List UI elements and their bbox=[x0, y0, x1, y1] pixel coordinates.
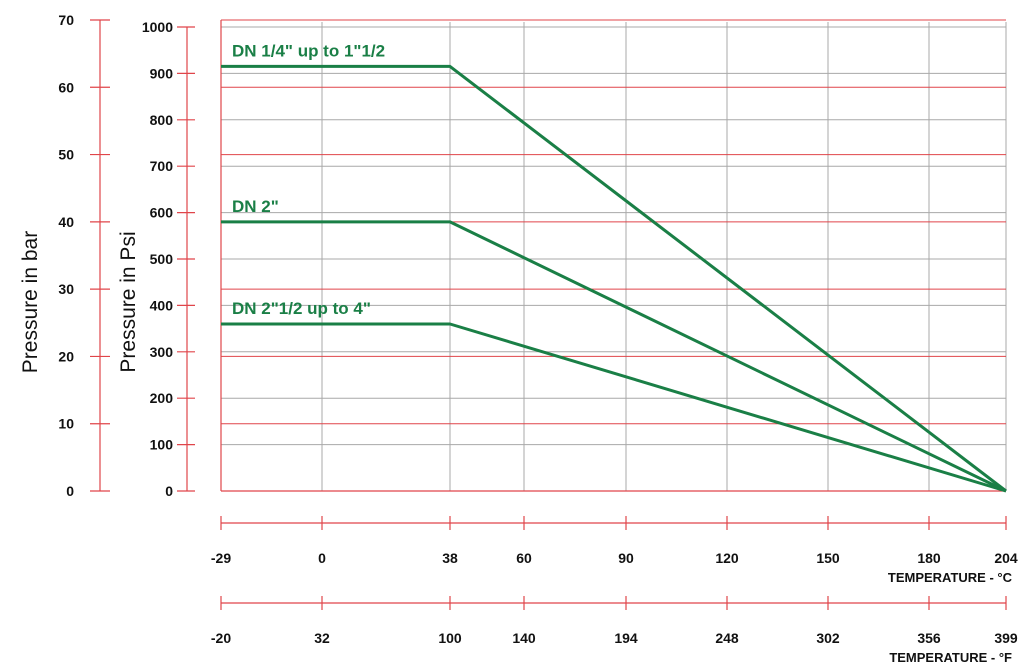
x-axis-celsius-title: TEMPERATURE - °C bbox=[888, 570, 1013, 585]
psi-tick-label: 900 bbox=[150, 65, 174, 81]
series-line bbox=[221, 220, 1007, 493]
series-lines bbox=[221, 64, 1007, 493]
fahrenheit-tick-label: 140 bbox=[512, 630, 536, 646]
fahrenheit-tick-label: -20 bbox=[211, 630, 231, 646]
series-label: DN 1/4" up to 1"1/2 bbox=[232, 41, 385, 60]
bar-tick-label: 70 bbox=[58, 12, 74, 28]
fahrenheit-tick-label: 194 bbox=[614, 630, 638, 646]
psi-tick-label: 800 bbox=[150, 112, 174, 128]
series-line bbox=[221, 64, 1007, 493]
celsius-tick-label: 150 bbox=[816, 550, 840, 566]
celsius-tick-label: -29 bbox=[211, 550, 231, 566]
bar-tick-label: 0 bbox=[66, 483, 74, 499]
psi-tick-label: 1000 bbox=[142, 19, 173, 35]
celsius-tick-label: 0 bbox=[318, 550, 326, 566]
fahrenheit-tick-label: 302 bbox=[816, 630, 840, 646]
psi-tick-label: 500 bbox=[150, 251, 174, 267]
fahrenheit-tick-label: 248 bbox=[715, 630, 739, 646]
grid bbox=[220, 19, 1007, 492]
y-axis-psi-title: Pressure in Psi bbox=[117, 231, 140, 372]
psi-tick-label: 0 bbox=[165, 483, 173, 499]
x-axis-fahrenheit-title: TEMPERATURE - °F bbox=[889, 650, 1012, 665]
celsius-tick-label: 60 bbox=[516, 550, 532, 566]
series-label: DN 2"1/2 up to 4" bbox=[232, 299, 371, 318]
bar-tick-label: 60 bbox=[58, 79, 74, 95]
fahrenheit-tick-label: 32 bbox=[314, 630, 330, 646]
celsius-tick-label: 204 bbox=[994, 550, 1018, 566]
fahrenheit-tick-label: 356 bbox=[917, 630, 941, 646]
bar-tick-label: 20 bbox=[58, 348, 74, 364]
bar-tick-label: 50 bbox=[58, 147, 74, 163]
psi-tick-label: 700 bbox=[150, 158, 174, 174]
psi-tick-label: 100 bbox=[150, 437, 174, 453]
series-label: DN 2" bbox=[232, 197, 279, 216]
celsius-tick-label: 120 bbox=[715, 550, 739, 566]
celsius-tick-label: 90 bbox=[618, 550, 634, 566]
series-line bbox=[221, 322, 1007, 493]
celsius-tick-label: 38 bbox=[442, 550, 458, 566]
bar-tick-label: 40 bbox=[58, 214, 74, 230]
y-axis-bar-title: Pressure in bar bbox=[19, 231, 42, 373]
psi-tick-label: 300 bbox=[150, 344, 174, 360]
bar-tick-label: 10 bbox=[58, 416, 74, 432]
fahrenheit-tick-label: 399 bbox=[994, 630, 1018, 646]
bar-tick-label: 30 bbox=[58, 281, 74, 297]
celsius-tick-label: 180 bbox=[917, 550, 941, 566]
psi-tick-label: 200 bbox=[150, 390, 174, 406]
fahrenheit-tick-label: 100 bbox=[438, 630, 462, 646]
psi-tick-label: 400 bbox=[150, 297, 174, 313]
axes: 0102030405060700100200300400500600700800… bbox=[58, 12, 1017, 646]
psi-tick-label: 600 bbox=[150, 205, 174, 221]
labels: DN 1/4" up to 1"1/2 DN 2" DN 2"1/2 up to 4… bbox=[232, 41, 385, 318]
